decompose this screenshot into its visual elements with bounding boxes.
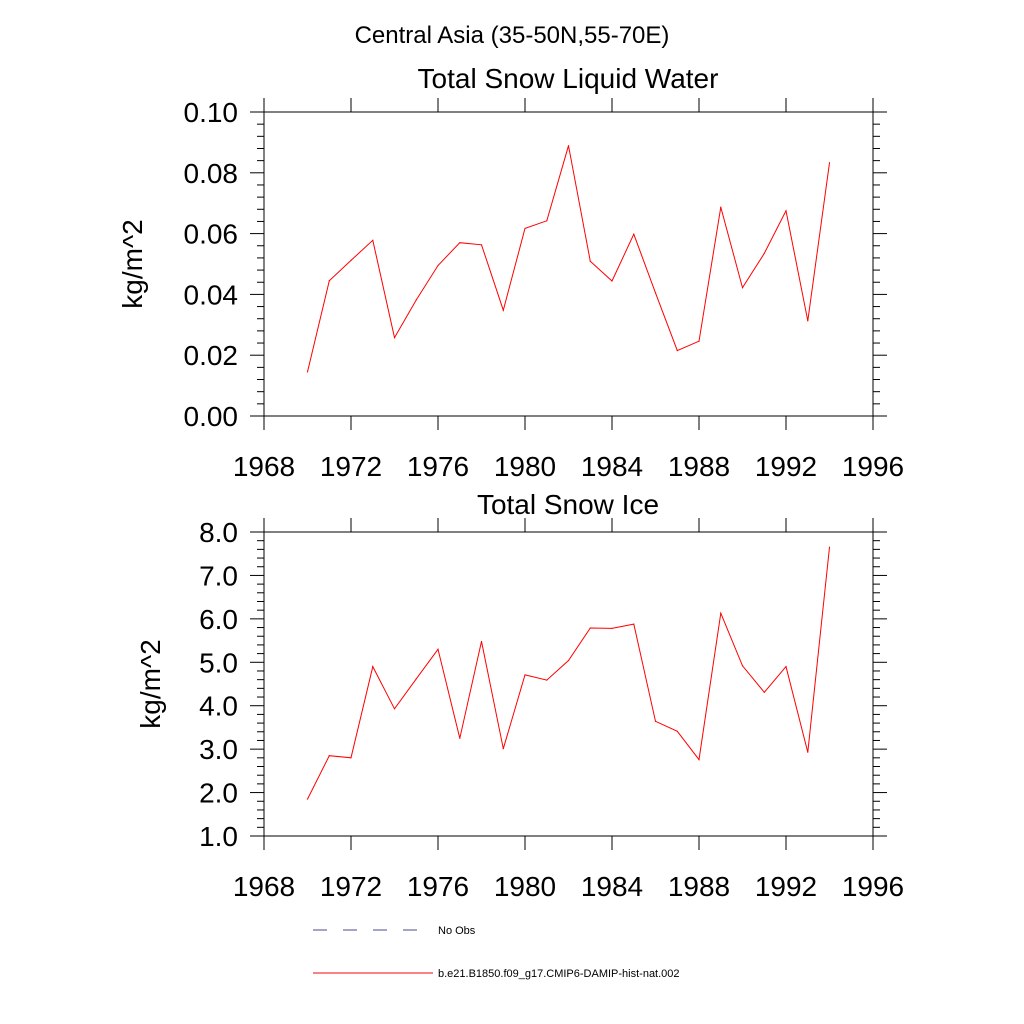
data-point xyxy=(589,627,591,629)
data-point xyxy=(306,371,309,373)
y-tick-label: 4.0 xyxy=(199,691,238,722)
y-tick-label: 0.08 xyxy=(184,158,239,189)
data-point xyxy=(676,730,678,732)
x-tick-label: 1996 xyxy=(842,871,904,902)
data-point xyxy=(654,720,657,722)
panel-title: Total Snow Liquid Water xyxy=(418,63,719,94)
x-tick-label: 1968 xyxy=(233,871,295,902)
data-point xyxy=(372,239,374,241)
data-point xyxy=(415,299,417,301)
x-tick-label: 1980 xyxy=(494,451,556,482)
data-point xyxy=(459,242,461,244)
data-point xyxy=(741,665,744,667)
y-tick-label: 0.06 xyxy=(184,219,239,250)
y-tick-label: 0.04 xyxy=(184,279,239,310)
y-tick-label: 0.02 xyxy=(184,340,239,371)
y-axis-label: kg/m^2 xyxy=(117,219,148,308)
x-tick-label: 1988 xyxy=(668,451,730,482)
data-point xyxy=(807,751,809,753)
data-point xyxy=(654,292,657,294)
data-point xyxy=(502,309,504,311)
legend-label-model: b.e21.B1850.f09_g17.CMIP6-DAMIP-hist-nat… xyxy=(438,968,680,980)
y-tick-label: 7.0 xyxy=(199,560,238,591)
y-tick-label: 1.0 xyxy=(199,821,238,852)
x-tick-label: 1976 xyxy=(407,871,469,902)
x-tick-label: 1972 xyxy=(320,871,382,902)
data-point xyxy=(567,145,570,147)
data-point xyxy=(698,340,700,342)
plot-frame xyxy=(263,531,874,837)
x-tick-label: 1980 xyxy=(494,871,556,902)
data-point xyxy=(350,757,352,759)
data-point xyxy=(785,210,787,212)
y-tick-label: 0.00 xyxy=(184,401,239,432)
data-point xyxy=(524,674,526,676)
data-point xyxy=(437,648,439,650)
y-tick-label: 6.0 xyxy=(199,604,238,635)
data-point xyxy=(437,264,439,267)
data-point xyxy=(306,798,309,800)
x-tick-label: 1976 xyxy=(407,451,469,482)
data-point xyxy=(415,678,417,680)
y-tick-label: 3.0 xyxy=(199,734,238,765)
data-point xyxy=(546,679,548,681)
y-axis-label: kg/m^2 xyxy=(135,639,166,728)
x-tick-label: 1996 xyxy=(842,451,904,482)
data-point xyxy=(350,259,352,261)
data-point xyxy=(611,280,613,282)
data-point xyxy=(480,244,483,246)
series-line xyxy=(307,547,830,800)
data-point xyxy=(785,666,787,668)
data-point xyxy=(524,227,526,230)
data-point xyxy=(480,640,483,643)
data-point xyxy=(372,666,374,668)
data-point xyxy=(633,623,635,625)
y-tick-label: 2.0 xyxy=(199,778,238,809)
data-point xyxy=(698,758,700,761)
data-point xyxy=(502,748,504,750)
tick-layer: 1968 1972 1976 1980 1984 1988 1992 1996 0.00 0.02… xyxy=(184,97,905,482)
x-tick-label: 1992 xyxy=(755,451,817,482)
data-point xyxy=(393,708,396,710)
y-tick-label: 0.10 xyxy=(184,97,239,128)
x-tick-label: 1984 xyxy=(581,451,643,482)
panel-snow-ice: Total Snow Ice kg/m^2 1968 1972 1976 1980 19… xyxy=(135,489,904,902)
data-point xyxy=(828,546,831,548)
x-tick-label: 1968 xyxy=(233,451,295,482)
y-tick-label: 5.0 xyxy=(199,647,238,678)
data-point xyxy=(676,350,678,352)
data-point xyxy=(546,220,548,222)
x-tick-label: 1992 xyxy=(755,871,817,902)
x-tick-label: 1984 xyxy=(581,871,643,902)
legend: No Obs b.e21.B1850.f09_g17.CMIP6-DAMIP-h… xyxy=(313,925,680,980)
series-layer xyxy=(306,145,831,373)
series-layer xyxy=(306,546,831,800)
data-point xyxy=(763,691,765,693)
figure-suptitle: Central Asia (35-50N,55-70E) xyxy=(355,22,670,49)
y-tick-label: 8.0 xyxy=(199,517,238,548)
data-point xyxy=(567,659,570,662)
data-point xyxy=(720,612,722,614)
data-point xyxy=(828,162,831,164)
x-tick-label: 1988 xyxy=(668,871,730,902)
x-tick-label: 1972 xyxy=(320,451,382,482)
legend-label-no-obs: No Obs xyxy=(438,925,476,937)
data-point xyxy=(611,627,613,630)
data-point xyxy=(393,336,396,339)
panel-snow-liquid-water: Total Snow Liquid Water kg/m^2 1968 1972 1… xyxy=(117,63,904,482)
data-point xyxy=(807,320,809,322)
data-point xyxy=(741,287,744,289)
data-point xyxy=(328,755,330,757)
data-point xyxy=(589,260,591,262)
panel-title: Total Snow Ice xyxy=(477,489,659,520)
data-point xyxy=(763,252,765,254)
series-line xyxy=(307,145,830,373)
tick-layer: 1968 1972 1976 1980 1984 1988 1992 1996 1.0 2.0 3.… xyxy=(199,517,904,902)
plot-frame xyxy=(263,111,874,417)
data-point xyxy=(459,737,461,739)
data-point xyxy=(328,280,330,282)
data-point xyxy=(720,206,722,208)
data-point xyxy=(633,233,635,235)
